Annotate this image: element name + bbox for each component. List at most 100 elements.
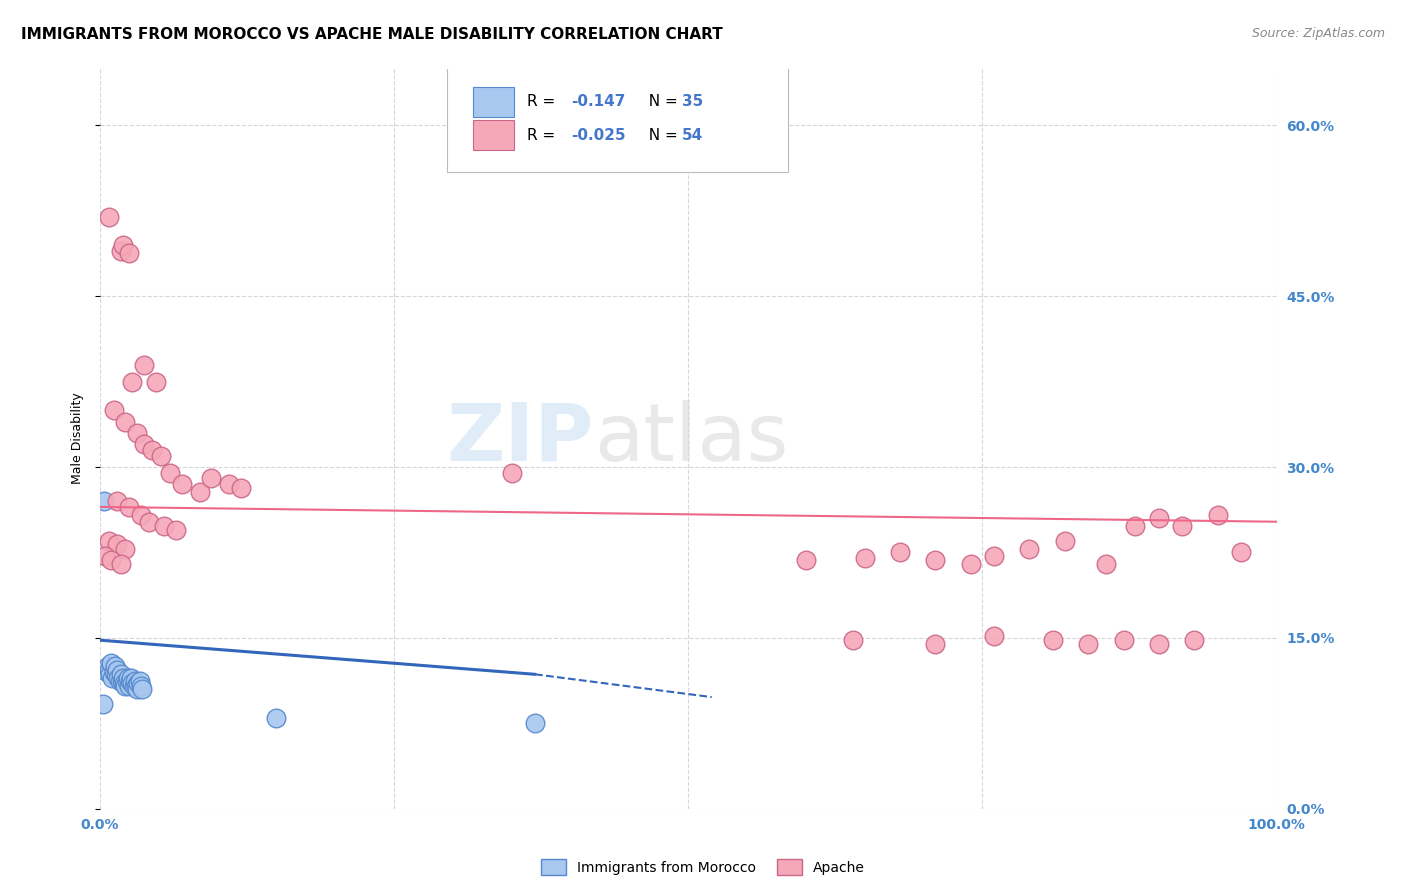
Point [200, 471, 222, 485]
FancyBboxPatch shape [447, 65, 789, 172]
Point [120, 671, 142, 685]
Point [1206, 508, 1229, 522]
Point [110, 557, 132, 571]
Legend: Immigrants from Morocco, Apache: Immigrants from Morocco, Apache [536, 854, 870, 880]
Point [122, 679, 145, 693]
Point [110, 244, 132, 258]
Point [165, 523, 187, 537]
Point [188, 485, 211, 500]
Bar [472, 120, 513, 150]
Point [105, 537, 128, 551]
Point [103, 403, 125, 417]
Point [105, 494, 128, 508]
Point [170, 477, 193, 491]
Point [104, 659, 127, 673]
Point [794, 553, 817, 567]
Point [983, 549, 1005, 563]
Point [1147, 636, 1170, 650]
Point [229, 481, 252, 495]
Point [125, 679, 148, 693]
Point [127, 682, 149, 697]
Point [145, 375, 167, 389]
Text: 35: 35 [682, 95, 703, 110]
Point [1042, 633, 1064, 648]
Point [115, 674, 138, 689]
Point [134, 358, 156, 372]
Point [118, 500, 141, 514]
Point [121, 676, 143, 690]
Text: R =: R = [527, 95, 560, 110]
Text: N =: N = [638, 95, 682, 110]
Point [1095, 557, 1118, 571]
Point [264, 710, 287, 724]
Point [97, 663, 120, 677]
Point [97, 659, 120, 673]
Point [121, 375, 143, 389]
Text: ZIP: ZIP [447, 400, 593, 477]
Point [159, 466, 181, 480]
Point [101, 671, 124, 685]
Point [138, 515, 160, 529]
Point [118, 679, 141, 693]
Text: Source: ZipAtlas.com: Source: ZipAtlas.com [1251, 27, 1385, 40]
Point [114, 679, 136, 693]
Point [114, 415, 136, 429]
Point [98, 667, 121, 681]
Point [112, 671, 135, 685]
Point [112, 676, 135, 690]
Point [103, 665, 125, 679]
Point [842, 633, 865, 648]
Point [524, 716, 547, 731]
Point [129, 679, 152, 693]
Point [1230, 545, 1253, 559]
Point [110, 667, 132, 681]
Text: N =: N = [638, 128, 682, 143]
Text: atlas: atlas [593, 400, 789, 477]
Point [91, 697, 114, 711]
Point [100, 656, 122, 670]
Point [107, 671, 129, 685]
Point [108, 674, 131, 689]
Point [111, 674, 134, 689]
Point [97, 210, 120, 224]
Point [889, 545, 911, 559]
Text: -0.147: -0.147 [572, 95, 626, 110]
Point [128, 674, 150, 689]
Point [129, 508, 152, 522]
Point [141, 442, 163, 457]
Bar [472, 87, 513, 117]
Point [1125, 519, 1147, 533]
Point [94, 549, 117, 563]
Point [96, 665, 118, 679]
Point [153, 519, 176, 533]
Point [127, 676, 149, 690]
Point [149, 449, 172, 463]
Point [1018, 542, 1040, 557]
Point [1112, 633, 1135, 648]
Point [114, 542, 136, 557]
Point [983, 629, 1005, 643]
Point [120, 674, 142, 689]
Point [1171, 519, 1194, 533]
Point [134, 437, 156, 451]
Point [112, 238, 135, 252]
Point [118, 246, 141, 260]
Point [924, 636, 946, 650]
Point [105, 667, 128, 681]
Point [105, 663, 128, 677]
Y-axis label: Male Disability: Male Disability [72, 392, 84, 484]
Point [1053, 534, 1076, 549]
Point [853, 551, 876, 566]
Point [1077, 636, 1099, 650]
Point [124, 674, 146, 689]
Point [924, 553, 946, 567]
Point [100, 553, 122, 567]
Point [97, 534, 120, 549]
Point [501, 466, 523, 480]
Text: IMMIGRANTS FROM MOROCCO VS APACHE MALE DISABILITY CORRELATION CHART: IMMIGRANTS FROM MOROCCO VS APACHE MALE D… [21, 27, 723, 42]
Point [1182, 633, 1205, 648]
Point [1147, 511, 1170, 525]
Text: R =: R = [527, 128, 560, 143]
Point [127, 425, 149, 440]
Point [959, 557, 981, 571]
